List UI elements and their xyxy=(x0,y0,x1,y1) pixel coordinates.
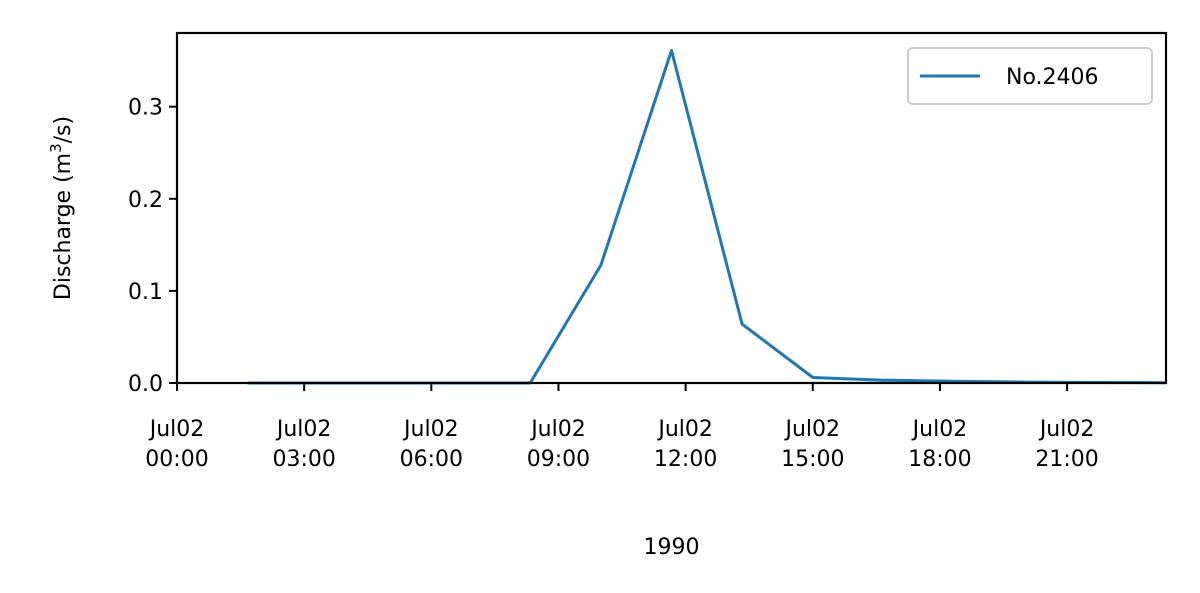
legend-label: No.2406 xyxy=(1006,65,1099,90)
y-tick-label: 0.1 xyxy=(128,280,163,305)
legend-box xyxy=(907,47,1153,105)
plot-frame xyxy=(175,31,1168,385)
y-tick-label: 0.3 xyxy=(128,96,163,121)
x-axis-label: 1990 xyxy=(644,535,700,560)
y-axis-label-superscript: 3 xyxy=(47,143,65,153)
x-tick-label: Jul02 15:00 xyxy=(781,417,844,472)
x-tick-label: Jul02 12:00 xyxy=(654,417,717,472)
y-tick-label: 0.2 xyxy=(128,188,163,213)
x-axis-ticks: Jul02 00:00 Jul02 03:00 Jul02 06:00 Jul02 09:00… xyxy=(145,383,1099,472)
x-tick-label: Jul02 09:00 xyxy=(527,417,590,472)
legend: No.2406 xyxy=(907,47,1153,105)
x-tick-label: Jul02 18:00 xyxy=(908,417,971,472)
y-tick-label: 0.0 xyxy=(128,372,163,397)
x-tick-label: Jul02 03:00 xyxy=(272,417,335,472)
y-axis-ticks: 0.0 0.1 0.2 0.3 xyxy=(128,96,177,397)
y-axis-label: Discharge (m3/s) xyxy=(47,116,76,300)
x-tick-label: Jul02 00:00 xyxy=(145,417,208,472)
x-tick-label: Jul02 06:00 xyxy=(400,417,463,472)
x-tick-label: Jul02 21:00 xyxy=(1035,417,1098,472)
